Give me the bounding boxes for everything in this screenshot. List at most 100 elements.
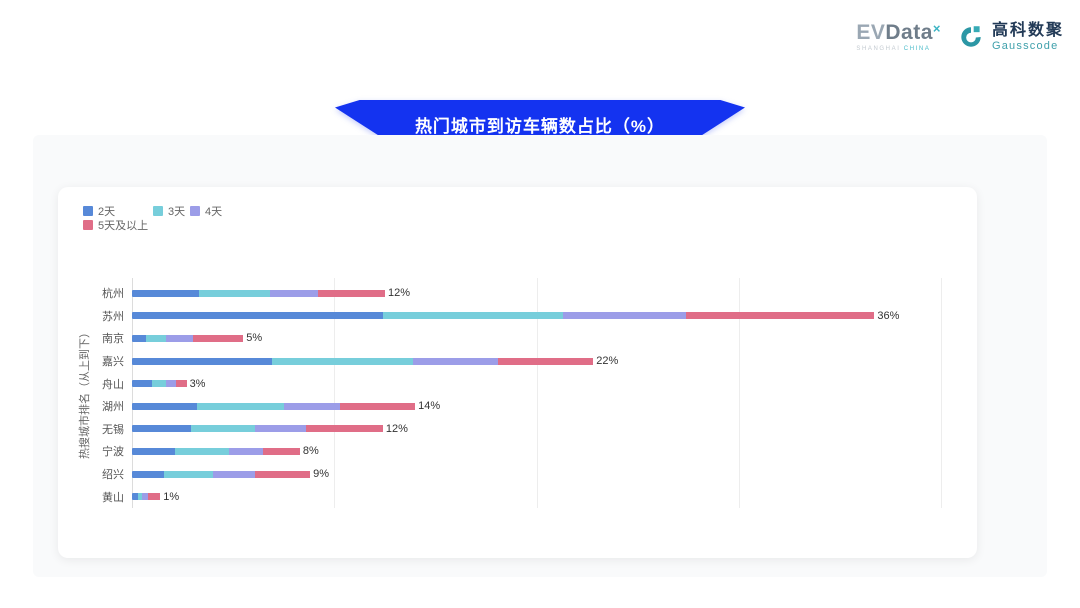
bar-segment-2天[interactable] bbox=[132, 289, 199, 297]
city-label: 无锡 bbox=[102, 423, 124, 436]
city-label: 湖州 bbox=[102, 401, 124, 414]
bar-segment-4天[interactable] bbox=[413, 357, 499, 365]
bar-segment-5天及以上[interactable] bbox=[305, 425, 383, 433]
city-label: 南京 bbox=[102, 333, 124, 346]
bar-segment-3天[interactable] bbox=[190, 425, 256, 433]
gausscode-cn-name: 高科数聚 bbox=[991, 22, 1064, 40]
bar-segment-2天[interactable] bbox=[132, 402, 197, 410]
evdata-sub-china: CHINA bbox=[903, 46, 931, 52]
y-axis-line bbox=[132, 278, 133, 508]
city-label: 舟山 bbox=[102, 378, 124, 391]
bar-segment-3天[interactable] bbox=[382, 312, 563, 320]
bar-row-杭州: 杭州 12% bbox=[58, 282, 977, 305]
legend-swatch-icon bbox=[83, 206, 93, 216]
bar-segment-2天[interactable] bbox=[132, 470, 165, 478]
chart-card: 2天 3天 4天 5天及以上 热搜城市排名（从上到下） 杭州 12% 苏州 36% 南京 5% 嘉… bbox=[58, 187, 977, 558]
bar-total-label: 36% bbox=[877, 309, 900, 322]
legend-swatch-icon bbox=[83, 220, 93, 230]
stacked-bar: 36% bbox=[132, 310, 899, 322]
gausscode-g-icon bbox=[961, 26, 981, 47]
legend-label: 3天 bbox=[168, 206, 186, 218]
bar-segment-2天[interactable] bbox=[132, 357, 272, 365]
stacked-bar: 9% bbox=[132, 468, 329, 480]
bar-total-label: 12% bbox=[387, 287, 411, 300]
bar-segment-3天[interactable] bbox=[152, 380, 167, 388]
evdata-ev-text: EV bbox=[856, 21, 886, 44]
stacked-bar: 22% bbox=[132, 355, 618, 367]
bar-segment-2天[interactable] bbox=[132, 334, 147, 342]
evdata-sub-shanghai: SHANGHAI bbox=[856, 46, 901, 52]
bar-total-label: 8% bbox=[302, 445, 319, 458]
bar-segment-5天及以上[interactable] bbox=[255, 470, 311, 478]
bar-segment-4天[interactable] bbox=[255, 425, 306, 433]
bar-segment-4天[interactable] bbox=[142, 493, 149, 501]
city-label: 绍兴 bbox=[102, 469, 124, 482]
bar-segment-4天[interactable] bbox=[212, 470, 256, 478]
bar-segment-5天及以上[interactable] bbox=[318, 289, 385, 297]
city-label: 宁波 bbox=[102, 446, 124, 459]
bar-segment-4天[interactable] bbox=[562, 312, 687, 320]
bar-row-黄山: 黄山 1% bbox=[58, 485, 977, 508]
bar-segment-5天及以上[interactable] bbox=[686, 312, 875, 320]
bar-segment-4天[interactable] bbox=[166, 334, 193, 342]
bar-segment-5天及以上[interactable] bbox=[176, 380, 187, 388]
legend-item-3[interactable]: 4天 bbox=[190, 203, 222, 219]
plot-area: 热搜城市排名（从上到下） 杭州 12% 苏州 36% 南京 5% 嘉兴 22% 舟山 3% 湖州 14… bbox=[58, 278, 977, 508]
bar-segment-4天[interactable] bbox=[283, 402, 341, 410]
legend-swatch-icon bbox=[190, 206, 200, 216]
bar-total-label: 12% bbox=[385, 422, 408, 435]
city-label: 杭州 bbox=[102, 288, 124, 301]
evdata-data-text: Data bbox=[885, 21, 933, 44]
city-label: 苏州 bbox=[102, 310, 124, 323]
bar-segment-2天[interactable] bbox=[132, 493, 139, 501]
legend-item-4[interactable]: 5天及以上 bbox=[83, 217, 148, 233]
gridline-40pct bbox=[941, 278, 943, 508]
bar-total-label: 9% bbox=[313, 468, 329, 481]
stacked-bar: 14% bbox=[132, 400, 440, 412]
bar-segment-5天及以上[interactable] bbox=[340, 402, 416, 410]
gridline-10pct bbox=[334, 278, 336, 508]
legend-label: 4天 bbox=[205, 206, 223, 218]
bar-segment-5天及以上[interactable] bbox=[498, 357, 594, 365]
bar-segment-5天及以上[interactable] bbox=[148, 493, 161, 501]
gridline-30pct bbox=[738, 278, 740, 508]
gausscode-en-name: Gausscode bbox=[991, 39, 1059, 52]
evdata-logo: EVData× SHANGHAI CHINA bbox=[856, 22, 941, 52]
bar-segment-3天[interactable] bbox=[196, 402, 284, 410]
bar-segment-3天[interactable] bbox=[164, 470, 213, 478]
bar-segment-3天[interactable] bbox=[146, 334, 167, 342]
bar-row-绍兴: 绍兴 9% bbox=[58, 463, 977, 486]
bar-total-label: 14% bbox=[418, 400, 441, 413]
bar-segment-3天[interactable] bbox=[174, 447, 230, 455]
legend-item-2[interactable]: 3天 bbox=[153, 203, 185, 219]
gausscode-text: 高科数聚 Gausscode bbox=[992, 22, 1064, 52]
bar-segment-2天[interactable] bbox=[132, 425, 191, 433]
gausscode-logo: 高科数聚 Gausscode bbox=[957, 22, 1064, 52]
bar-row-舟山: 舟山 3% bbox=[58, 372, 977, 395]
bar-total-label: 5% bbox=[246, 332, 263, 345]
bar-segment-3天[interactable] bbox=[271, 357, 414, 365]
bar-row-嘉兴: 嘉兴 22% bbox=[58, 350, 977, 373]
bar-row-宁波: 宁波 8% bbox=[58, 440, 977, 463]
bar-segment-3天[interactable] bbox=[138, 493, 143, 501]
header-logos: EVData× SHANGHAI CHINA 高科数聚 Gausscode bbox=[856, 22, 1064, 52]
bar-total-label: 22% bbox=[596, 355, 619, 368]
legend-item-1[interactable]: 2天 bbox=[83, 203, 115, 219]
chart-legend: 2天 3天 4天 5天及以上 bbox=[83, 203, 343, 233]
bar-segment-4天[interactable] bbox=[166, 380, 177, 388]
bar-segment-2天[interactable] bbox=[132, 312, 383, 320]
gridline-20pct bbox=[536, 278, 538, 508]
bar-segment-3天[interactable] bbox=[198, 289, 270, 297]
bar-segment-2天[interactable] bbox=[132, 447, 175, 455]
bar-segment-5天及以上[interactable] bbox=[263, 447, 300, 455]
stacked-bar: 12% bbox=[132, 287, 410, 299]
evdata-wordmark: EVData× bbox=[856, 22, 941, 43]
bar-segment-4天[interactable] bbox=[229, 447, 264, 455]
bar-segment-4天[interactable] bbox=[269, 289, 319, 297]
stacked-bar: 8% bbox=[132, 445, 319, 457]
bar-row-湖州: 湖州 14% bbox=[58, 395, 977, 418]
bar-segment-5天及以上[interactable] bbox=[192, 334, 244, 342]
bar-segment-2天[interactable] bbox=[132, 380, 153, 388]
bar-row-南京: 南京 5% bbox=[58, 327, 977, 350]
legend-swatch-icon bbox=[153, 206, 163, 216]
